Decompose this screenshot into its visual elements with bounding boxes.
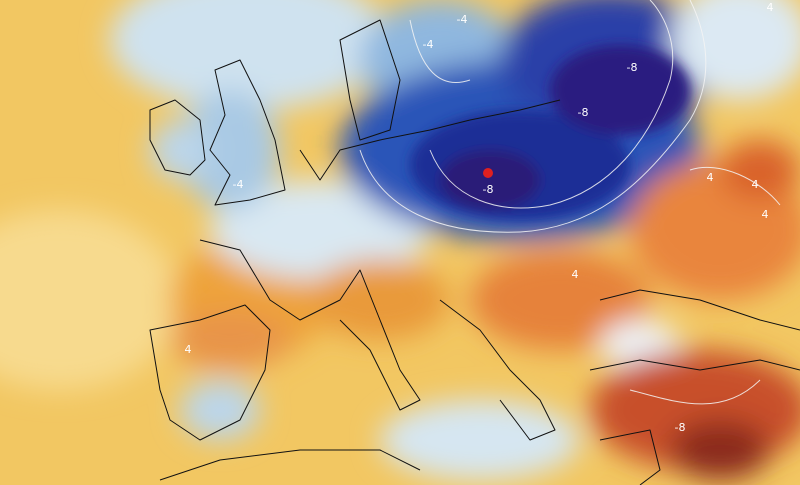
- contour-label: -4: [423, 38, 434, 51]
- contour-label: 4: [752, 178, 759, 191]
- coastlines: [149, 19, 800, 485]
- contour-label: 4: [762, 208, 769, 221]
- contour-label: -4: [457, 13, 468, 26]
- contour-label: 4: [767, 1, 774, 14]
- contour-label: 4: [707, 171, 714, 184]
- contour-label: 4: [572, 268, 579, 281]
- contour-label: -8: [483, 183, 494, 196]
- contour-labels: -4 -4 -8 -8 -8 -4 4 4 4 4 4 4 -8: [185, 1, 774, 434]
- contour-lines: [359, 0, 781, 405]
- contour-label: -8: [675, 421, 686, 434]
- contour-label: -8: [627, 61, 638, 74]
- contour-label: 4: [185, 343, 192, 356]
- contour-label: -8: [578, 106, 589, 119]
- contour-label: -4: [233, 178, 244, 191]
- location-marker: [483, 168, 493, 178]
